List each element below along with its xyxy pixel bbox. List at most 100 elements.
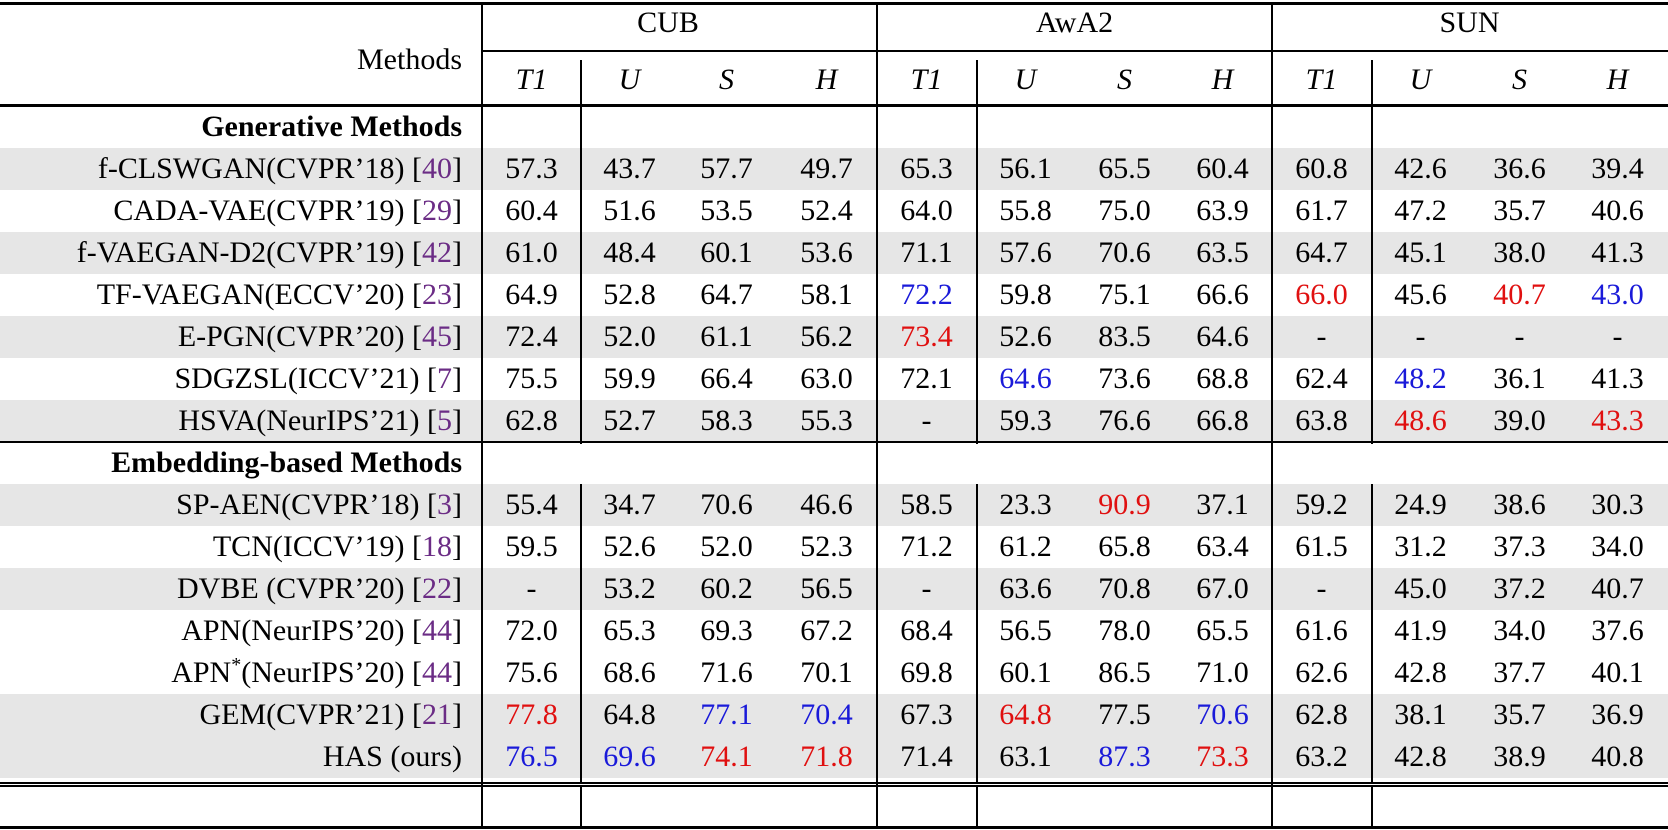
table-cell: 58.3	[700, 404, 753, 437]
method-label: SP-AEN(CVPR’18) [	[176, 488, 437, 521]
table-cell: 34.0	[1493, 614, 1546, 647]
table-cell: 61.5	[1295, 530, 1348, 563]
citation-ref: 40	[422, 152, 452, 185]
table-cell: 24.9	[1394, 488, 1447, 521]
table-cell: 71.1	[900, 236, 953, 269]
vertical-rule	[976, 484, 978, 784]
table-cell: 52.7	[603, 404, 656, 437]
table-row: GEM(CVPR’21) [21] 77.8 64.8 77.1 70.4 67.3 64.…	[0, 694, 1668, 736]
table-cell: 61.0	[505, 236, 558, 269]
table-cell: 56.1	[999, 152, 1052, 185]
vertical-rule	[1371, 484, 1373, 784]
group-header-awa2: AwA2	[1035, 6, 1114, 39]
table-cell: 36.6	[1493, 152, 1546, 185]
table-cell: 57.7	[700, 152, 753, 185]
table-cell: 66.6	[1196, 278, 1249, 311]
table-cell: 77.1	[700, 698, 753, 731]
table-cell: 45.0	[1394, 572, 1447, 605]
table-cell: 53.2	[603, 572, 656, 605]
citation-ref: 29	[422, 194, 452, 227]
table-cell: 64.7	[1295, 236, 1348, 269]
table-cell: -	[1514, 320, 1525, 353]
table-cell: -	[1316, 320, 1327, 353]
table-cell: -	[921, 572, 932, 605]
table-cell: 71.4	[900, 740, 953, 773]
vertical-rule	[976, 787, 978, 827]
table-cell: 70.6	[700, 488, 753, 521]
citation-ref: 22	[422, 572, 452, 605]
table-cell: 43.0	[1591, 278, 1644, 311]
method-label: f-VAEGAN-D2(CVPR’19) [	[76, 236, 422, 269]
table-cell: 57.6	[999, 236, 1052, 269]
table-cell: 60.1	[999, 656, 1052, 689]
subheader-sun-s: S	[1512, 63, 1527, 96]
table-cell: 60.2	[700, 572, 753, 605]
table-cell: 52.3	[800, 530, 853, 563]
table-cell: 39.0	[1493, 404, 1546, 437]
method-name: TCN(ICCV’19) [18]	[212, 530, 462, 563]
table-cell: 52.0	[700, 530, 753, 563]
table-cell: 38.9	[1493, 740, 1546, 773]
table-cell: 72.1	[900, 362, 953, 395]
citation-ref: 45	[422, 320, 452, 353]
table-cell: 72.4	[505, 320, 558, 353]
table-cell: 38.0	[1493, 236, 1546, 269]
subheader-cub-t1: T1	[515, 63, 548, 96]
table-cell: 56.5	[800, 572, 853, 605]
table-cell: 64.7	[700, 278, 753, 311]
table-cell: 38.1	[1394, 698, 1447, 731]
method-label: E-PGN(CVPR’20) [	[177, 320, 422, 353]
table-cell: 64.8	[603, 698, 656, 731]
table-cell: 37.6	[1591, 614, 1644, 647]
table-row: E-PGN(CVPR’20) [45] 72.4 52.0 61.1 56.2 73.4 5…	[0, 316, 1668, 358]
table-cell: 42.8	[1394, 656, 1447, 689]
table-cell: 70.1	[800, 656, 853, 689]
table-cell: 60.1	[700, 236, 753, 269]
table-cell: -	[1316, 572, 1327, 605]
table-cell: 49.7	[800, 152, 853, 185]
method-name: APN(NeurIPS’20) [44]	[181, 614, 462, 647]
table-cell: 40.1	[1591, 656, 1644, 689]
table-cell: 55.4	[505, 488, 558, 521]
horizontal-rule	[0, 782, 1668, 784]
table-cell: -	[526, 572, 537, 605]
table-cell: 52.4	[800, 194, 853, 227]
method-name: f-CLSWGAN(CVPR’18) [40]	[97, 152, 462, 185]
table-cell: 53.6	[800, 236, 853, 269]
table-cell: 69.6	[603, 740, 656, 773]
subheader-sun-u: U	[1409, 63, 1432, 96]
table-cell: 66.4	[700, 362, 753, 395]
table-cell: 61.2	[999, 530, 1052, 563]
table-cell: 83.5	[1098, 320, 1151, 353]
table-cell: 66.8	[1196, 404, 1249, 437]
table-cell: 70.6	[1098, 236, 1151, 269]
citation-ref: 21	[422, 698, 452, 731]
table-cell: 59.9	[603, 362, 656, 395]
table-cell: 43.3	[1591, 404, 1644, 437]
table-cell: 37.7	[1493, 656, 1546, 689]
table-cell: 71.2	[900, 530, 953, 563]
table-cell: 72.0	[505, 614, 558, 647]
horizontal-rule	[482, 50, 1668, 52]
subheader-cub-s: S	[719, 63, 734, 96]
method-label: HAS (ours)	[322, 740, 462, 773]
table-cell: 45.1	[1394, 236, 1447, 269]
method-name: TF-VAEGAN(ECCV’20) [23]	[96, 278, 462, 311]
table-cell: 64.9	[505, 278, 558, 311]
table-cell: 52.6	[603, 530, 656, 563]
section-title: Generative Methods	[201, 110, 462, 143]
table-cell: 70.6	[1196, 698, 1249, 731]
table-cell: 56.2	[800, 320, 853, 353]
method-name: CADA-VAE(CVPR’19) [29]	[113, 194, 462, 227]
vertical-rule	[1371, 787, 1373, 827]
method-label: TCN(ICCV’19) [	[212, 530, 422, 563]
table-cell: 77.8	[505, 698, 558, 731]
table-cell: 62.8	[505, 404, 558, 437]
table-cell: 71.8	[800, 740, 853, 773]
table-cell: 40.7	[1493, 278, 1546, 311]
table-cell: 73.6	[1098, 362, 1151, 395]
table-cell: 41.3	[1591, 362, 1644, 395]
table-cell: 67.3	[900, 698, 953, 731]
table-cell: 55.8	[999, 194, 1052, 227]
table-row: SP-AEN(CVPR’18) [3] 55.4 34.7 70.6 46.6 58.5 2…	[0, 484, 1668, 526]
